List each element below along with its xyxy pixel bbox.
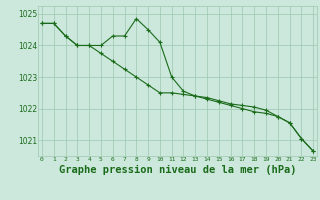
X-axis label: Graphe pression niveau de la mer (hPa): Graphe pression niveau de la mer (hPa) xyxy=(59,165,296,175)
